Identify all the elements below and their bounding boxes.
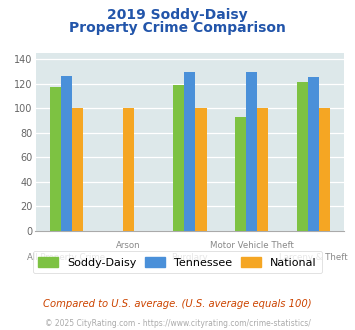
Text: Burglary: Burglary — [171, 253, 208, 262]
Text: 2019 Soddy-Daisy: 2019 Soddy-Daisy — [107, 8, 248, 22]
Legend: Soddy-Daisy, Tennessee, National: Soddy-Daisy, Tennessee, National — [33, 251, 322, 273]
Bar — [196, 108, 207, 231]
Bar — [319, 108, 330, 231]
Text: Larceny & Theft: Larceny & Theft — [279, 253, 348, 262]
Bar — [246, 73, 257, 231]
Bar — [173, 85, 184, 231]
Bar — [308, 77, 319, 231]
Text: Property Crime Comparison: Property Crime Comparison — [69, 21, 286, 35]
Bar — [297, 82, 308, 231]
Bar — [61, 76, 72, 231]
Text: Compared to U.S. average. (U.S. average equals 100): Compared to U.S. average. (U.S. average … — [43, 299, 312, 309]
Bar — [235, 117, 246, 231]
Bar — [50, 87, 61, 231]
Bar — [72, 108, 83, 231]
Bar — [257, 108, 268, 231]
Text: Arson: Arson — [116, 241, 141, 250]
Text: All Property Crime: All Property Crime — [27, 253, 105, 262]
Bar — [184, 73, 196, 231]
Text: © 2025 CityRating.com - https://www.cityrating.com/crime-statistics/: © 2025 CityRating.com - https://www.city… — [45, 319, 310, 328]
Text: Motor Vehicle Theft: Motor Vehicle Theft — [210, 241, 294, 250]
Bar — [122, 108, 134, 231]
